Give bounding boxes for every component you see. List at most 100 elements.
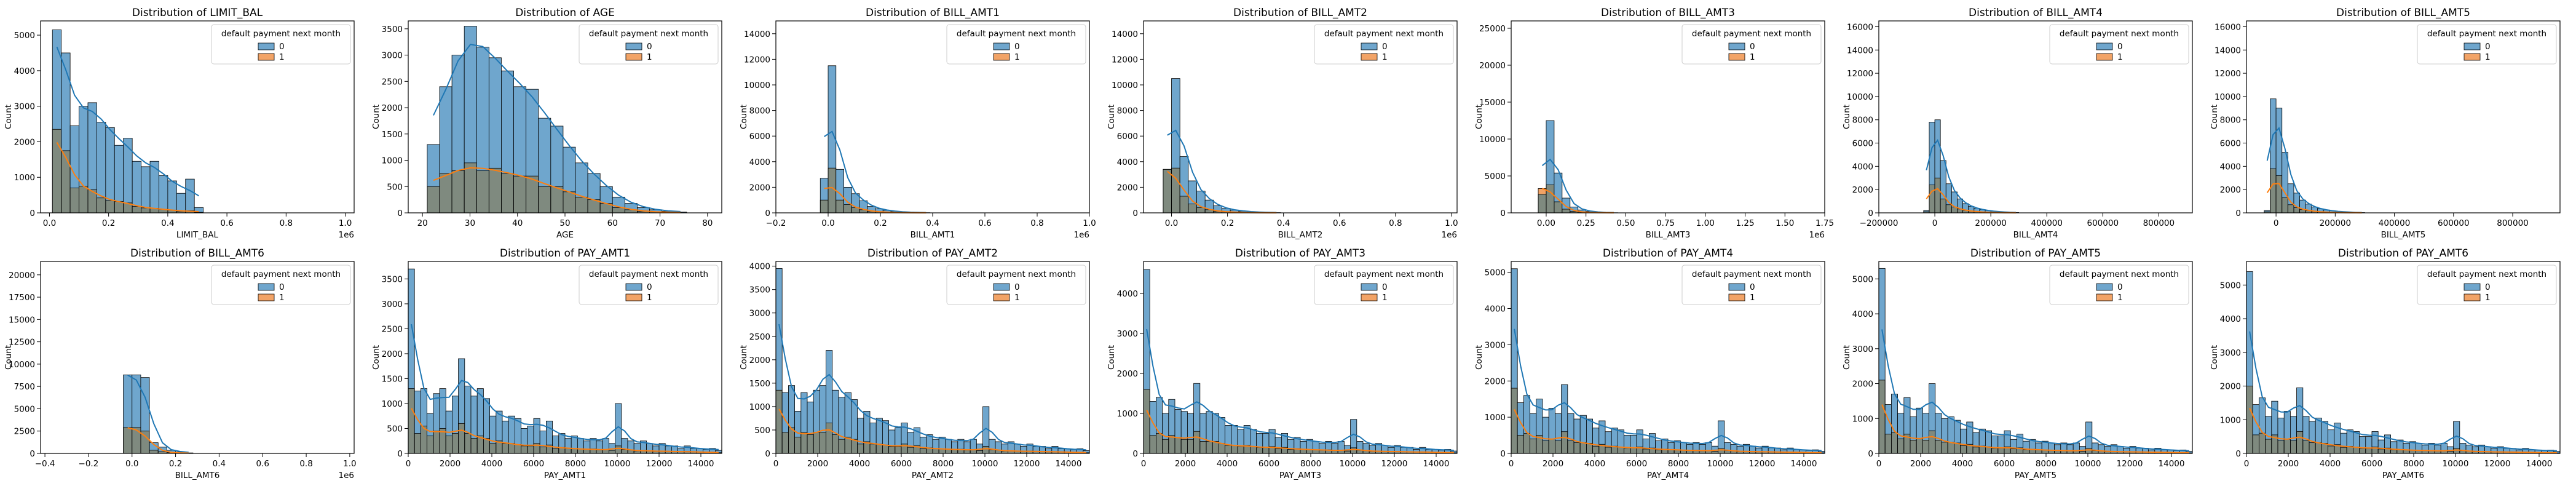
bar-overlap	[1680, 450, 1687, 453]
subplot-title: Distribution of BILL_AMT2	[1233, 7, 1367, 19]
bar-overlap	[114, 201, 124, 213]
legend-swatch-0	[993, 283, 1010, 291]
bar-overlap	[2265, 439, 2272, 453]
legend-swatch-1	[993, 293, 1010, 301]
bar-0	[2284, 411, 2291, 440]
bar-0	[1058, 448, 1065, 452]
bar-overlap	[2010, 448, 2017, 453]
bar-overlap	[867, 211, 875, 213]
bar-0	[2334, 423, 2341, 445]
bar-0	[526, 89, 539, 177]
x-axis-label: BILL_AMT3	[1646, 230, 1691, 240]
bar-overlap	[2384, 448, 2391, 453]
bar-overlap	[458, 423, 465, 453]
x-tick-label: 14000	[1791, 459, 1817, 469]
y-tick-label: 4000	[749, 157, 770, 167]
legend-label-1: 1	[1382, 52, 1388, 62]
legend-label-1: 1	[2485, 52, 2491, 62]
subplot-7: 0 200000 400000 600000 800000 0 2000 4000 6000 80…	[2210, 7, 2561, 240]
bar-0	[1039, 446, 1046, 452]
bar-0	[185, 179, 195, 211]
bar-overlap	[526, 176, 539, 213]
bar-0	[1724, 442, 1731, 451]
bar-0	[1903, 397, 1910, 434]
y-tick-label: 2500	[382, 77, 403, 87]
bar-0	[1592, 428, 1599, 447]
bar-overlap	[1655, 450, 1662, 453]
y-tick-label: 4000	[2220, 314, 2241, 324]
bar-0	[2302, 416, 2309, 441]
bar-overlap	[788, 428, 795, 453]
bar-overlap	[1555, 440, 1562, 453]
bar-0	[1205, 200, 1214, 210]
bar-overlap	[2004, 447, 2011, 453]
y-tick-label: 14000	[744, 30, 770, 39]
bar-overlap	[2270, 169, 2277, 213]
legend-swatch-1	[2096, 53, 2113, 61]
x-tick-label: 1.0	[1445, 218, 1458, 228]
bar-0	[2154, 448, 2161, 452]
bar-0	[464, 26, 477, 163]
bar-0	[2017, 434, 2023, 448]
bar-overlap	[2293, 207, 2300, 213]
bar-0	[603, 438, 609, 450]
bar-0	[1199, 413, 1206, 442]
bar-0	[1922, 413, 1929, 440]
bar-overlap	[464, 433, 471, 453]
legend-label-1: 1	[2117, 293, 2123, 303]
legend-swatch-1	[1361, 53, 1378, 61]
bar-overlap	[2378, 448, 2385, 453]
bar-0	[1793, 450, 1800, 453]
bar-overlap	[1979, 446, 1986, 453]
bar-0	[61, 53, 71, 151]
bar-0	[563, 147, 575, 192]
x-tick-label: 1.0	[339, 218, 352, 228]
bar-overlap	[1962, 210, 1969, 213]
bar-overlap	[2428, 450, 2435, 453]
y-tick-label: 15000	[9, 315, 35, 325]
bar-0	[1181, 411, 1188, 440]
y-tick-label: 3000	[1852, 345, 1873, 354]
bar-overlap	[1511, 388, 1518, 453]
bar-overlap	[1749, 452, 1756, 453]
bar-0	[87, 102, 97, 190]
bar-overlap	[1554, 202, 1562, 213]
bar-0	[1187, 413, 1194, 440]
y-axis-label: Count	[371, 345, 381, 370]
bar-overlap	[1332, 450, 1338, 453]
bar-overlap	[1973, 212, 1980, 213]
bar-overlap	[1637, 447, 1643, 453]
legend-label-0: 0	[2117, 42, 2123, 52]
y-tick-label: 0	[1500, 449, 1506, 459]
bar-0	[433, 393, 440, 431]
x-tick-label: 14000	[2526, 459, 2553, 469]
bar-0	[1419, 447, 1426, 452]
bar-0	[538, 118, 551, 187]
bar-0	[2453, 421, 2460, 448]
y-axis-label: Count	[1474, 345, 1484, 370]
y-axis-label: Count	[1474, 105, 1484, 129]
legend-label-1: 1	[1750, 52, 1755, 62]
bar-overlap	[2341, 447, 2347, 453]
bar-0	[427, 144, 440, 187]
legend-box	[579, 24, 719, 65]
bar-overlap	[1543, 440, 1549, 453]
bar-0	[2004, 431, 2011, 447]
x-tick-label: 2000	[1175, 459, 1196, 469]
x-tick-label: 600000	[2438, 218, 2470, 228]
bar-overlap	[2305, 210, 2312, 213]
bar-0	[414, 391, 421, 434]
y-tick-label: 2500	[14, 427, 35, 437]
y-tick-label: 12500	[9, 338, 35, 348]
x-axis-label: PAY_AMT2	[912, 471, 954, 480]
bar-overlap	[2290, 440, 2297, 453]
y-tick-label: 3000	[749, 309, 770, 319]
y-tick-label: 17500	[9, 293, 35, 303]
bar-overlap	[2299, 209, 2306, 213]
bar-0	[550, 125, 563, 187]
bar-0	[600, 186, 613, 204]
plot-frame	[2246, 261, 2561, 454]
y-tick-label: 2500	[382, 324, 403, 334]
bar-0	[1401, 447, 1407, 452]
x-tick-label: 0.0	[1165, 218, 1178, 228]
